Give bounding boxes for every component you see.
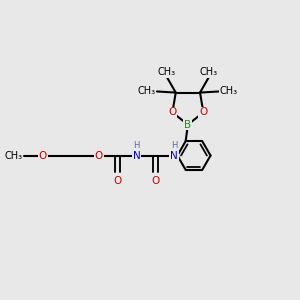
- Text: CH₃: CH₃: [138, 86, 156, 97]
- Text: B: B: [184, 120, 191, 130]
- Text: H: H: [133, 141, 140, 150]
- Text: O: O: [95, 151, 103, 160]
- Text: N: N: [133, 151, 140, 160]
- Text: O: O: [199, 107, 208, 118]
- Text: H: H: [171, 141, 177, 150]
- Text: CH₃: CH₃: [4, 151, 23, 160]
- Text: N: N: [170, 151, 178, 160]
- Text: CH₃: CH₃: [200, 67, 218, 77]
- Text: O: O: [114, 176, 122, 186]
- Text: CH₃: CH₃: [220, 86, 238, 97]
- Text: O: O: [38, 151, 47, 160]
- Text: CH₃: CH₃: [158, 67, 176, 77]
- Text: O: O: [151, 176, 159, 186]
- Text: O: O: [168, 107, 176, 118]
